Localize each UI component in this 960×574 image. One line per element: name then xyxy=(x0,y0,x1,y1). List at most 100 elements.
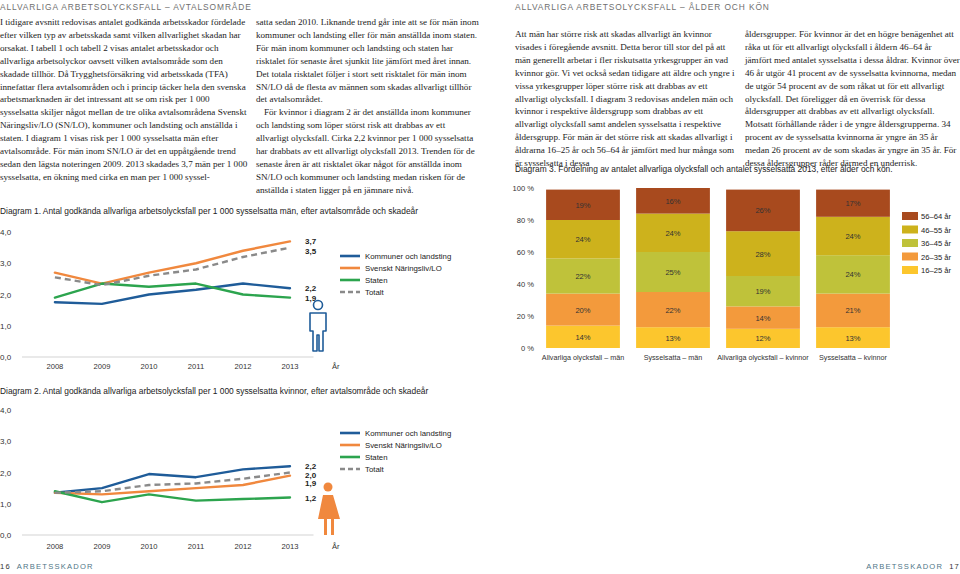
page-header: ALLVARLIGA ARBETSOLYCKSFALL – ÅLDER OCH … xyxy=(515,2,770,12)
text-column: åldersgrupper. För kvinnor är det en hög… xyxy=(745,28,960,170)
page-number: 16 xyxy=(0,562,11,571)
man-icon xyxy=(310,301,326,352)
x-tick-label: Allvarliga olycksfall – kvinnor xyxy=(717,353,809,362)
legend-label: Staten xyxy=(365,453,388,462)
bar-segment xyxy=(726,329,800,348)
page-footer: ARBETSSKADOR17 xyxy=(866,562,960,571)
data-label: 3,5 xyxy=(305,247,317,256)
y-tick-label: 3,0 xyxy=(0,259,12,268)
icon-head xyxy=(324,483,333,492)
y-tick-label: 3,0 xyxy=(0,437,12,446)
bar-segment xyxy=(546,190,620,220)
page-footer: 16 ARBETSSKADOR xyxy=(0,562,94,571)
legend-swatch xyxy=(902,212,918,220)
bar-segment xyxy=(636,252,710,292)
legend-label: Totalt xyxy=(365,465,384,474)
x-tick-label: Sysselsatta – män xyxy=(644,353,703,362)
x-tick-label: 2008 xyxy=(46,542,63,551)
icon-head xyxy=(314,301,323,310)
page-header: ALLVARLIGA ARBETSOLYCKSFALL – AVTALSOMRÅ… xyxy=(0,2,252,12)
bar-segment xyxy=(546,326,620,348)
series-line xyxy=(55,491,290,502)
legend-swatch xyxy=(340,432,360,435)
data-label: 1,9 xyxy=(305,479,317,488)
bar-segment xyxy=(636,188,710,214)
legend-label: 26–35 år xyxy=(921,253,951,262)
y-tick-label: 4,0 xyxy=(0,406,12,415)
bar-segment xyxy=(546,258,620,293)
data-label: 17% xyxy=(845,199,860,208)
woman-icon xyxy=(318,483,340,536)
text-column: satta sedan 2010. Liknande trend går int… xyxy=(256,16,480,197)
icon-body xyxy=(318,495,340,535)
bar-segment xyxy=(546,294,620,326)
y-tick-label: 0 % xyxy=(521,344,534,353)
y-tick-label: 80 % xyxy=(517,216,535,225)
data-label: 22% xyxy=(575,272,590,281)
data-label: 26% xyxy=(755,206,770,215)
plot-area xyxy=(546,188,890,348)
y-tick-label: 40 % xyxy=(517,280,535,289)
legend-swatch xyxy=(340,444,360,447)
paragraph: Att män har större risk att skadas allva… xyxy=(515,28,737,170)
y-tick-label: 60 % xyxy=(517,248,535,257)
legend-label: Svenskt Näringsliv/LO xyxy=(365,264,442,273)
x-tick-label: 2012 xyxy=(235,362,252,371)
y-tick-label: 1,0 xyxy=(0,500,12,509)
x-tick-label: Sysselsatta – kvinnor xyxy=(819,353,888,362)
data-label: 14% xyxy=(755,314,770,323)
x-tick-label: 2013 xyxy=(282,362,299,371)
series-line xyxy=(55,284,290,298)
data-label: 3,7 xyxy=(305,237,317,246)
data-label: 19% xyxy=(755,287,770,296)
x-tick-label: 2011 xyxy=(188,362,204,371)
bar-segment xyxy=(816,217,890,255)
bar-segment xyxy=(726,306,800,328)
y-tick-label: 2,0 xyxy=(0,291,12,300)
bar-segment xyxy=(726,276,800,306)
x-tick-label: 2012 xyxy=(235,542,252,551)
x-tick-label: Allvarliga olycksfall – män xyxy=(542,353,624,362)
bar-segment xyxy=(636,214,710,252)
legend-swatch xyxy=(902,239,918,247)
y-tick-label: 0,0 xyxy=(0,353,12,362)
footer-text: ARBETSSKADOR xyxy=(866,562,943,571)
x-tick-label: 2008 xyxy=(46,362,63,371)
data-label: 25% xyxy=(665,268,680,277)
bar-segment xyxy=(636,292,710,327)
legend-label: 46–55 år xyxy=(921,226,951,235)
data-label: 22% xyxy=(665,306,680,315)
data-label: 16% xyxy=(665,197,680,206)
x-tick-label: 2010 xyxy=(140,362,157,371)
data-label: 12% xyxy=(755,334,770,343)
legend-swatch xyxy=(340,255,360,258)
page: Diagram 1. Antal godkända allvarliga arb… xyxy=(0,0,960,574)
legend-swatch xyxy=(902,226,918,234)
legend-label: 16–25 år xyxy=(921,266,951,275)
x-tick-label: 2011 xyxy=(188,542,204,551)
legend-label: Kommuner och landsting xyxy=(365,252,451,261)
legend-swatch xyxy=(340,456,360,459)
data-label: 20% xyxy=(575,306,590,315)
bar-segment xyxy=(816,255,890,293)
y-tick-label: 100 % xyxy=(512,184,534,193)
icon-body xyxy=(310,313,326,351)
x-axis-line xyxy=(22,535,314,536)
data-label: 13% xyxy=(845,334,860,343)
bar-segment xyxy=(816,190,890,217)
data-label: 24% xyxy=(575,235,590,244)
x-axis-line xyxy=(22,357,314,358)
y-tick-label: 1,0 xyxy=(0,322,12,331)
series-line xyxy=(55,241,290,283)
footer-text: ARBETSSKADOR xyxy=(17,562,94,571)
bar-segment xyxy=(636,327,710,348)
x-tick-label: 2013 xyxy=(282,542,299,551)
legend-swatch xyxy=(902,266,918,274)
data-label: 1,2 xyxy=(305,494,317,503)
x-axis-label: År xyxy=(332,542,340,551)
paragraph: I tidigare avsnitt redovisas antalet god… xyxy=(0,16,248,184)
paragraph: åldersgrupper. För kvinnor är det en hög… xyxy=(745,28,960,170)
legend-label: 56–64 år xyxy=(921,212,951,221)
y-tick-label: 20 % xyxy=(517,312,535,321)
data-label: 14% xyxy=(575,333,590,342)
